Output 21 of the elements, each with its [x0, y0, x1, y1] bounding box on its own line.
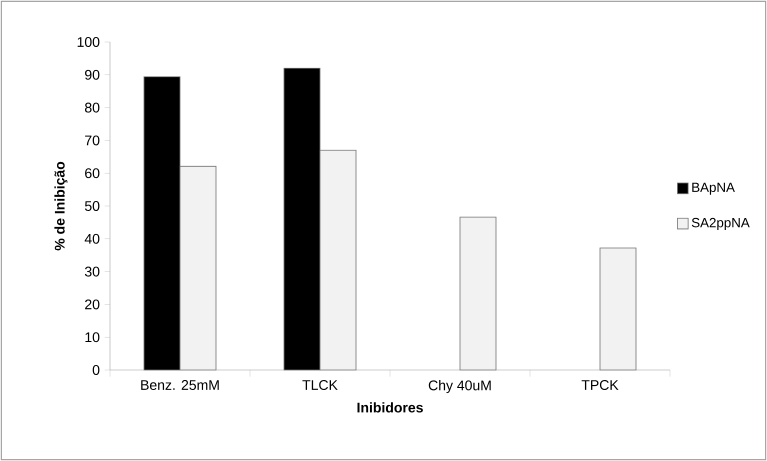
y-tick-label: 10 — [85, 332, 100, 342]
y-tick-label: 80 — [84, 102, 100, 113]
x-tick-label: Chy 40uM — [428, 380, 491, 394]
y-tick-label: 40 — [84, 234, 100, 244]
x-axis-title: Inibidores — [357, 402, 423, 413]
x-tick-label: TLCK — [302, 380, 338, 390]
x-tick-label: TPCK — [582, 380, 619, 390]
legend-label: SA2ppNA — [692, 218, 750, 230]
y-tick-label: 70 — [85, 135, 100, 146]
bar — [600, 248, 636, 370]
y-axis-title: % de Inibição — [54, 162, 68, 250]
legend-label: BApNA — [692, 182, 735, 195]
y-tick-label: 100 — [78, 37, 100, 47]
y-tick-label: 20 — [85, 299, 100, 310]
y-tick-label: 0 — [92, 365, 100, 375]
x-tick-label: Benz. 25mM — [141, 380, 219, 390]
bar — [460, 216, 496, 370]
y-tick-label: 60 — [85, 168, 100, 178]
y-tick-label: 50 — [84, 201, 100, 211]
y-tick-label: 90 — [85, 70, 100, 80]
y-tick-label: 30 — [84, 266, 100, 277]
